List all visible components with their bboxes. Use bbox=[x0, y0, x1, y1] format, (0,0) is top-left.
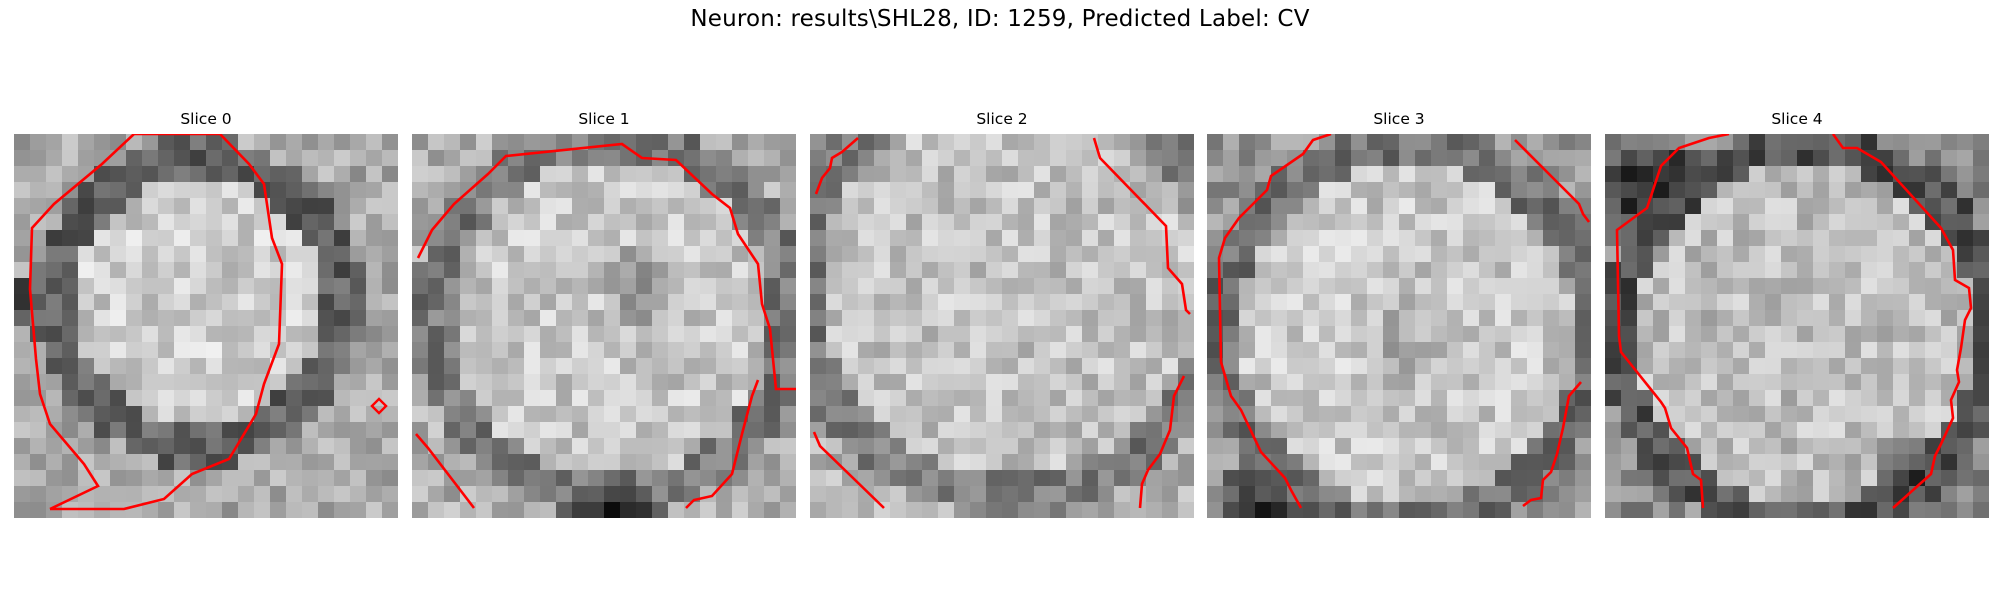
cell-contour bbox=[685, 379, 760, 509]
cell-contour bbox=[1615, 134, 1730, 509]
slice-image-3 bbox=[1207, 134, 1591, 518]
slice-image-0 bbox=[14, 134, 398, 518]
slice-image-4 bbox=[1605, 134, 1989, 518]
figure-title: Neuron: results\SHL28, ID: 1259, Predict… bbox=[690, 6, 1310, 32]
slice-title: Slice 2 bbox=[976, 110, 1028, 128]
slice-image-1 bbox=[412, 134, 796, 518]
cell-contour bbox=[1092, 137, 1191, 315]
cell-contour bbox=[1514, 139, 1591, 223]
cell-contour bbox=[28, 134, 284, 511]
small-contour-marker bbox=[370, 397, 388, 415]
cell-contour bbox=[416, 142, 796, 391]
slice-title: Slice 3 bbox=[1373, 110, 1425, 128]
cell-contour bbox=[415, 433, 476, 509]
slice-image-2 bbox=[810, 134, 1194, 518]
cell-contour bbox=[1217, 134, 1332, 509]
cell-contour bbox=[1138, 375, 1186, 509]
cell-contour bbox=[814, 137, 859, 195]
cell-contour bbox=[812, 431, 885, 509]
slice-title: Slice 0 bbox=[180, 110, 232, 128]
slice-title: Slice 4 bbox=[1771, 110, 1823, 128]
cell-contour bbox=[1831, 134, 1973, 509]
slice-title: Slice 1 bbox=[578, 110, 630, 128]
cell-contour bbox=[1522, 381, 1582, 508]
